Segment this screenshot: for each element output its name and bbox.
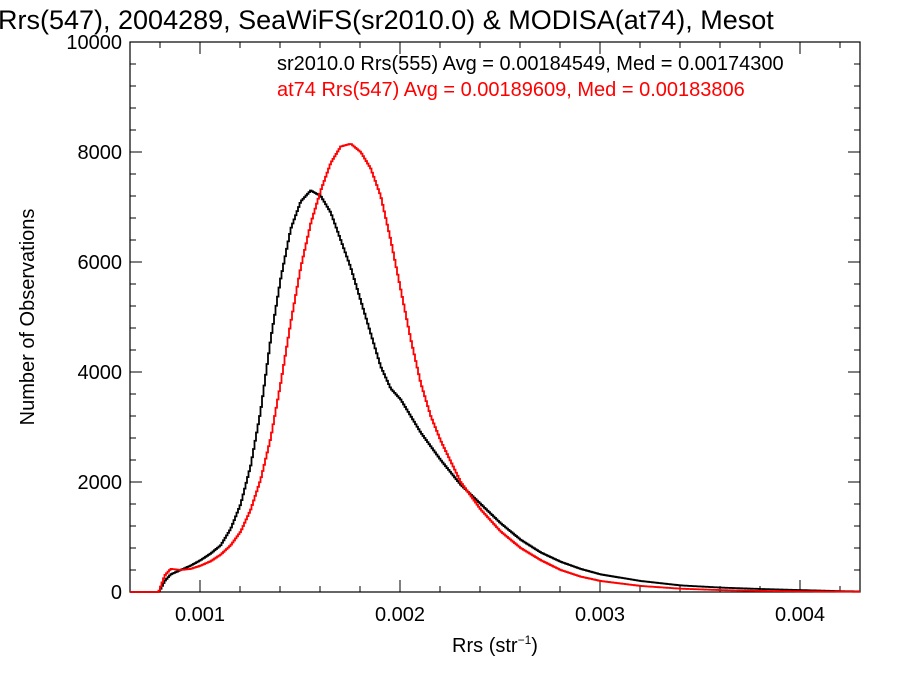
plot-frame: [129, 41, 861, 593]
x-axis-label: Rrs (str−1): [452, 633, 538, 657]
legend: sr2010.0 Rrs(555) Avg = 0.00184549, Med …: [277, 53, 784, 101]
x-tick-label: 0.004: [775, 604, 825, 626]
x-axis-label-end: ): [531, 635, 538, 657]
y-axis-label: Number of Observations: [17, 209, 39, 426]
x-tick-label: 0.003: [575, 604, 625, 626]
series-line-black: [130, 189, 860, 593]
y-tick-label: 0: [111, 582, 122, 604]
y-tick-label: 8000: [78, 142, 123, 164]
legend-entry-black: sr2010.0 Rrs(555) Avg = 0.00184549, Med …: [277, 53, 784, 75]
series-line-red: [130, 143, 860, 593]
x-axis-label-superscript: −1: [518, 633, 532, 647]
y-tick-label: 6000: [78, 252, 123, 274]
legend-entry-red: at74 Rrs(547) Avg = 0.00189609, Med = 0.…: [277, 79, 745, 101]
x-axis-label-main: Rrs (str: [452, 635, 518, 657]
plot-border: [129, 41, 861, 593]
x-tick-label: 0.002: [375, 604, 425, 626]
y-tick-label: 4000: [78, 362, 123, 384]
series-layer: [130, 143, 860, 593]
tick-labels: 0.001 0.002 0.003 0.004 0 2000 4000 6000 8000 100…: [66, 32, 825, 626]
x-tick-label: 0.001: [175, 604, 225, 626]
y-tick-label: 2000: [78, 472, 123, 494]
chart-title: Rrs(547), 2004289, SeaWiFS(sr2010.0) & M…: [0, 5, 774, 35]
y-tick-label: 10000: [66, 32, 122, 54]
